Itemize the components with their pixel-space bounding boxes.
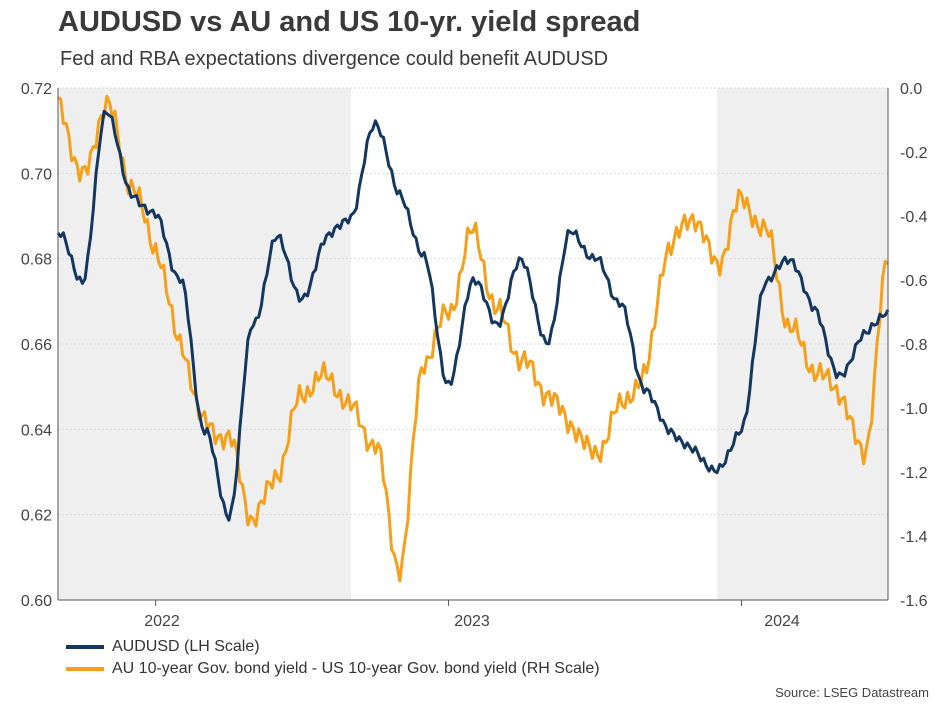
left-tick-label: 0.64 [21,422,52,439]
left-tick-label: 0.72 [21,81,52,98]
legend-label-audusd: AUDUSD (LH Scale) [112,638,260,655]
legend-item-audusd: AUDUSD (LH Scale) [66,636,600,658]
left-tick-label: 0.70 [21,166,52,183]
axes [57,88,889,606]
right-tick-label: -0.6 [900,273,928,290]
chart-title: AUDUSD vs AU and US 10-yr. yield spread [58,6,641,38]
legend-swatch-audusd [66,645,104,649]
x-tick-label: 2024 [764,613,800,630]
right-tick-label: -1.4 [900,529,928,546]
legend-item-yield-spread: AU 10-year Gov. bond yield - US 10-year … [66,658,600,680]
left-tick-label: 0.68 [21,252,52,269]
right-tick-label: -1.2 [900,465,928,482]
right-tick-label: -0.2 [900,145,928,162]
left-tick-label: 0.62 [21,508,52,525]
chart-subtitle: Fed and RBA expectations divergence coul… [60,48,609,70]
legend-swatch-yield-spread [66,667,104,671]
left-tick-label: 0.60 [21,593,52,610]
source-note: Source: LSEG Datastream [775,685,929,700]
legend-label-yield-spread: AU 10-year Gov. bond yield - US 10-year … [112,660,600,677]
series-lines [56,94,890,583]
right-tick-label: -0.8 [900,337,928,354]
right-tick-label: -0.4 [900,209,928,226]
x-tick-label: 2022 [144,613,180,630]
audusd-line [56,109,890,522]
tick-labels: 0.60 0.62 0.64 0.66 0.68 0.70 0.72 -1.6 -1.4 -1.2… [21,81,928,630]
right-tick-label: -1.6 [900,593,928,610]
right-tick-label: 0.0 [900,81,922,98]
legend: AUDUSD (LH Scale) AU 10-year Gov. bond y… [66,636,600,680]
left-tick-label: 0.66 [21,337,52,354]
right-tick-label: -1.0 [900,401,928,418]
x-tick-label: 2023 [454,613,490,630]
